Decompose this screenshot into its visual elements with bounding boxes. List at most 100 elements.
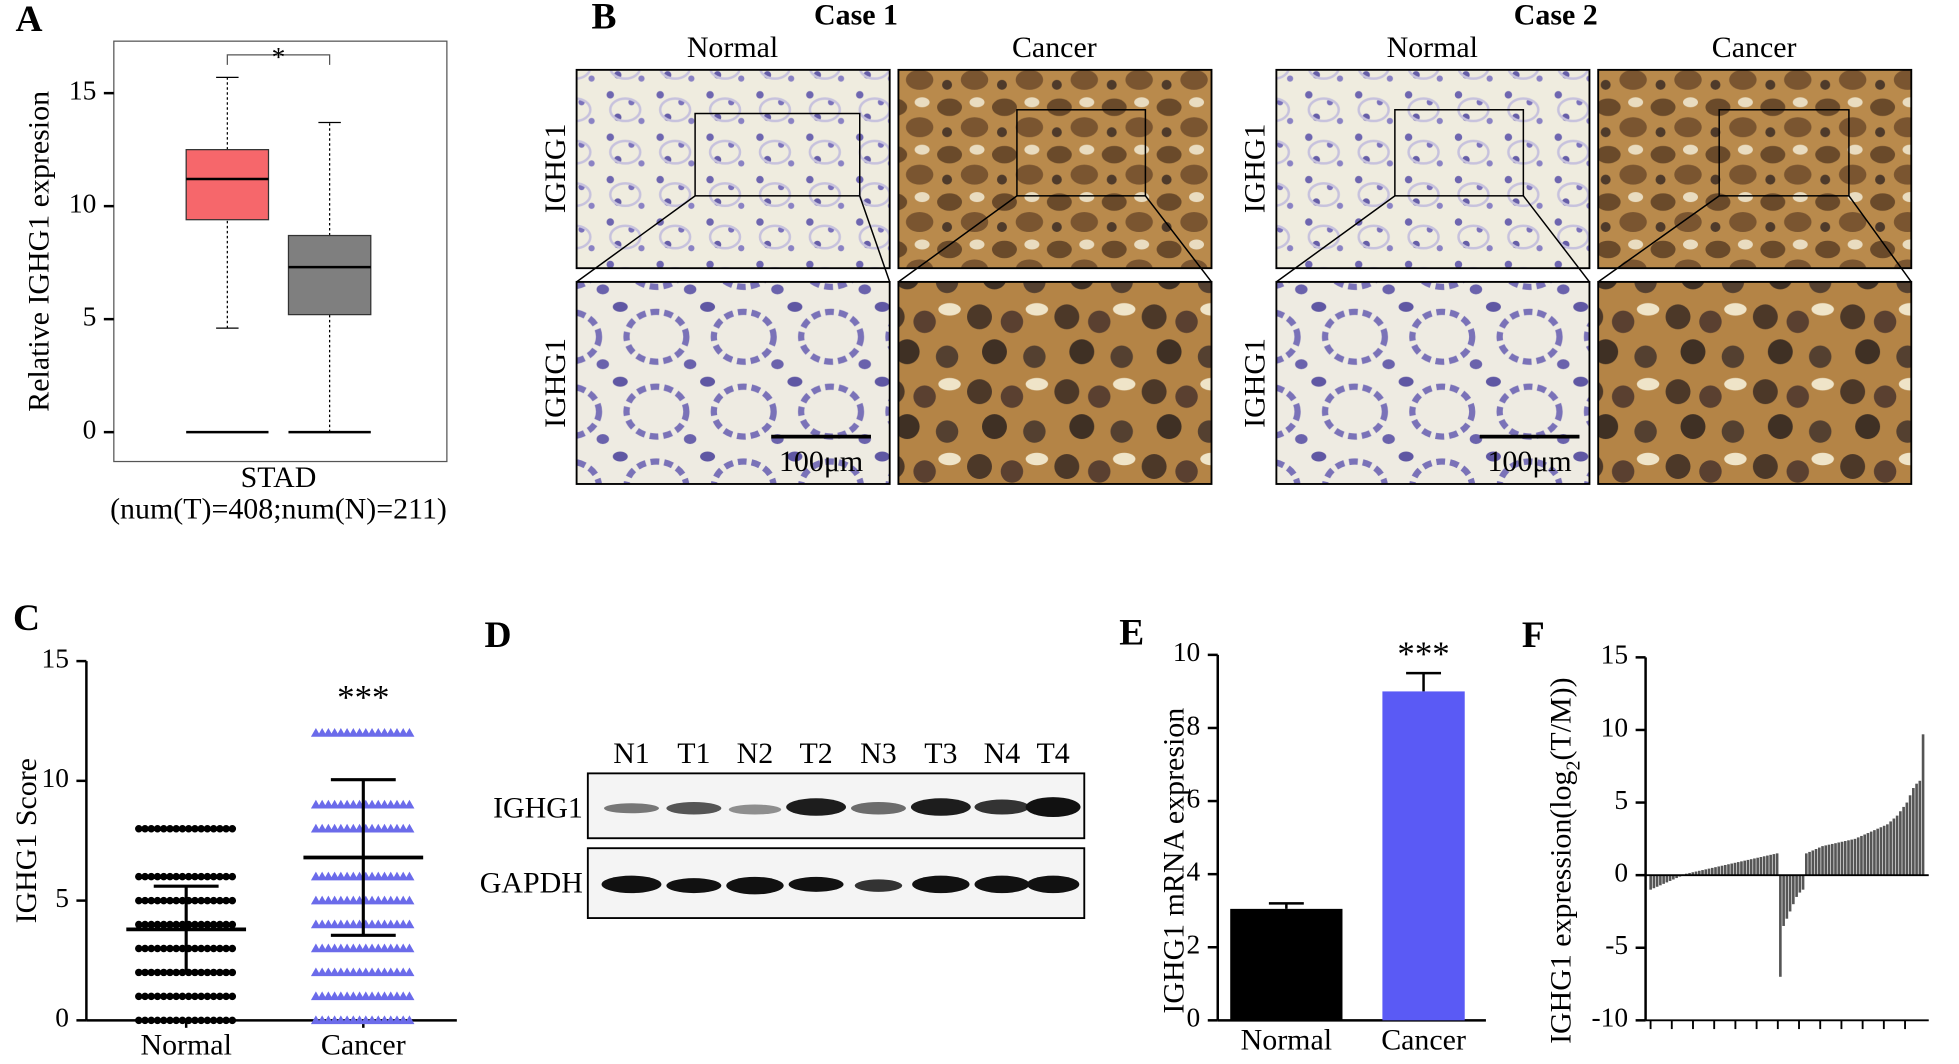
- micrograph: [1275, 280, 1591, 485]
- bar: [1863, 834, 1867, 876]
- lane-label: N1: [613, 737, 650, 770]
- scale-bar-label: 100μm: [1487, 445, 1571, 478]
- band: [974, 799, 1030, 815]
- bar: [1895, 815, 1899, 876]
- bar: [1688, 872, 1691, 876]
- band: [726, 876, 784, 895]
- panel-label: E: [1119, 613, 1144, 654]
- case-title: Case 2: [1514, 0, 1598, 31]
- bar: [1873, 830, 1876, 876]
- bar: [1902, 806, 1905, 876]
- bar: [1746, 859, 1750, 876]
- lane-label: N4: [984, 737, 1021, 770]
- bar: [1762, 856, 1766, 876]
- significance: *: [272, 42, 286, 72]
- bar: [1785, 875, 1789, 919]
- bar: [1915, 783, 1918, 876]
- y-axis-label: IGHG1: [539, 338, 572, 428]
- band: [910, 798, 971, 816]
- significance: ***: [1397, 634, 1449, 673]
- panel-label: D: [485, 615, 512, 656]
- y-axis-label: Relative IGHG1 expresion: [22, 91, 55, 412]
- row-label: GAPDH: [480, 867, 583, 900]
- y-axis-label: IGHG1: [1239, 124, 1272, 214]
- lane-label: T4: [1036, 737, 1069, 770]
- band: [974, 875, 1030, 894]
- zoom-box: [1718, 109, 1850, 197]
- micrograph: [1275, 68, 1591, 270]
- bar: [1788, 875, 1792, 912]
- western-blot: [586, 772, 1086, 919]
- y-tick-label: 15: [41, 643, 68, 673]
- row-label: IGHG1: [493, 792, 583, 825]
- y-tick-label: 6: [1187, 783, 1201, 813]
- bar: [1912, 788, 1915, 876]
- bar: [1869, 831, 1873, 876]
- bar: [1801, 875, 1805, 890]
- bar: [1727, 864, 1730, 876]
- y-axis-label: IGHG1: [539, 124, 572, 214]
- bar: [1697, 870, 1701, 876]
- plot-frame: [113, 40, 448, 463]
- dot-row: [310, 727, 415, 737]
- band: [788, 876, 844, 892]
- bar: [1649, 875, 1652, 890]
- bar: [1749, 859, 1753, 876]
- bar: [1723, 864, 1727, 876]
- dot-row: [135, 872, 237, 881]
- y-axis-label: IGHG1 expression(log2(T/M)): [1544, 677, 1584, 1043]
- y-tick-label: 5: [1614, 785, 1628, 815]
- y-tick-label: 10: [41, 763, 68, 793]
- bar: [1817, 847, 1821, 876]
- dot-row: [135, 992, 237, 1001]
- bar: [1837, 842, 1841, 876]
- y-tick-label: 4: [1187, 856, 1201, 886]
- significance: ***: [337, 678, 389, 717]
- y-axis-label: IGHG1 mRNA expresion: [1157, 708, 1190, 1014]
- bar: [1772, 854, 1776, 876]
- x-tick-label: Cancer: [1381, 1024, 1466, 1057]
- y-tick-label: 0: [1614, 857, 1628, 887]
- y-tick-label: 5: [55, 883, 69, 913]
- bar: [1856, 837, 1860, 876]
- bar: [1756, 857, 1759, 876]
- y-tick-label: 10: [69, 188, 96, 218]
- bar: [1834, 843, 1837, 876]
- y-tick-label: 5: [83, 301, 97, 331]
- y-axis-label-part: IGHG1 expression(log: [1544, 770, 1577, 1043]
- bar: [1827, 844, 1831, 876]
- dot-row: [310, 1015, 415, 1025]
- bar: [1805, 853, 1808, 876]
- bar: [1782, 875, 1785, 926]
- bar: [1730, 863, 1734, 876]
- y-tick-label: -10: [1592, 1003, 1629, 1033]
- zoom-box: [1016, 109, 1147, 197]
- dot-row: [135, 1016, 237, 1025]
- panel-label: F: [1522, 615, 1545, 656]
- dot-row: [310, 967, 415, 977]
- micrograph: [575, 280, 891, 485]
- bar: [1382, 691, 1465, 1021]
- bar: [1792, 875, 1795, 905]
- column-label: Normal: [687, 31, 778, 64]
- bar: [1892, 818, 1896, 876]
- micrograph: [1597, 68, 1913, 270]
- y-tick-label: 10: [1173, 637, 1200, 667]
- scale-bar-label: 100μm: [779, 445, 863, 478]
- significance-bracket: [226, 54, 331, 65]
- panel-label: B: [592, 0, 617, 38]
- band: [604, 803, 659, 814]
- y-axis-label-part: (T/M)): [1544, 677, 1577, 760]
- y-tick-label: 8: [1187, 710, 1201, 740]
- bar: [1860, 835, 1863, 876]
- x-axis-label: STAD: [241, 461, 317, 494]
- dot-row: [310, 799, 415, 809]
- dot-row: [310, 895, 415, 905]
- lane-label: N3: [860, 737, 897, 770]
- bar: [1886, 824, 1889, 876]
- bar: [1701, 870, 1704, 876]
- bar: [1691, 872, 1695, 876]
- x-tick-label: Cancer: [321, 1029, 406, 1062]
- bar: [1905, 802, 1909, 876]
